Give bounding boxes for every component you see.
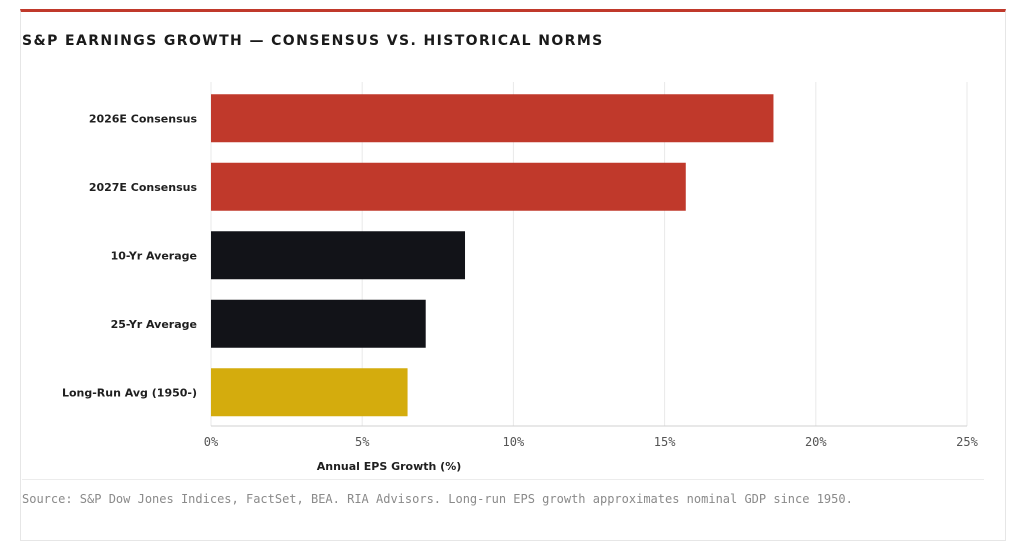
bar	[211, 299, 426, 348]
bar	[211, 231, 466, 280]
category-label: 10-Yr Average	[111, 249, 197, 262]
x-tick-label: 0%	[204, 435, 219, 449]
bar	[211, 368, 408, 417]
bar	[211, 162, 686, 211]
x-tick-label: 15%	[654, 435, 676, 449]
category-label: Long-Run Avg (1950-)	[62, 386, 197, 399]
x-tick-label: 10%	[503, 435, 525, 449]
x-tick-label: 20%	[805, 435, 827, 449]
category-label: 2026E Consensus	[89, 112, 198, 125]
divider	[22, 479, 984, 480]
chart-title: S&P EARNINGS GROWTH — CONSENSUS VS. HIST…	[22, 33, 604, 49]
category-label: 2027E Consensus	[89, 181, 198, 194]
x-tick-label: 25%	[956, 435, 978, 449]
bar	[211, 94, 774, 143]
category-label: 25-Yr Average	[111, 318, 197, 331]
x-axis-title: Annual EPS Growth (%)	[317, 460, 462, 473]
x-tick-label: 5%	[355, 435, 370, 449]
source-note: Source: S&P Dow Jones Indices, FactSet, …	[22, 492, 853, 506]
